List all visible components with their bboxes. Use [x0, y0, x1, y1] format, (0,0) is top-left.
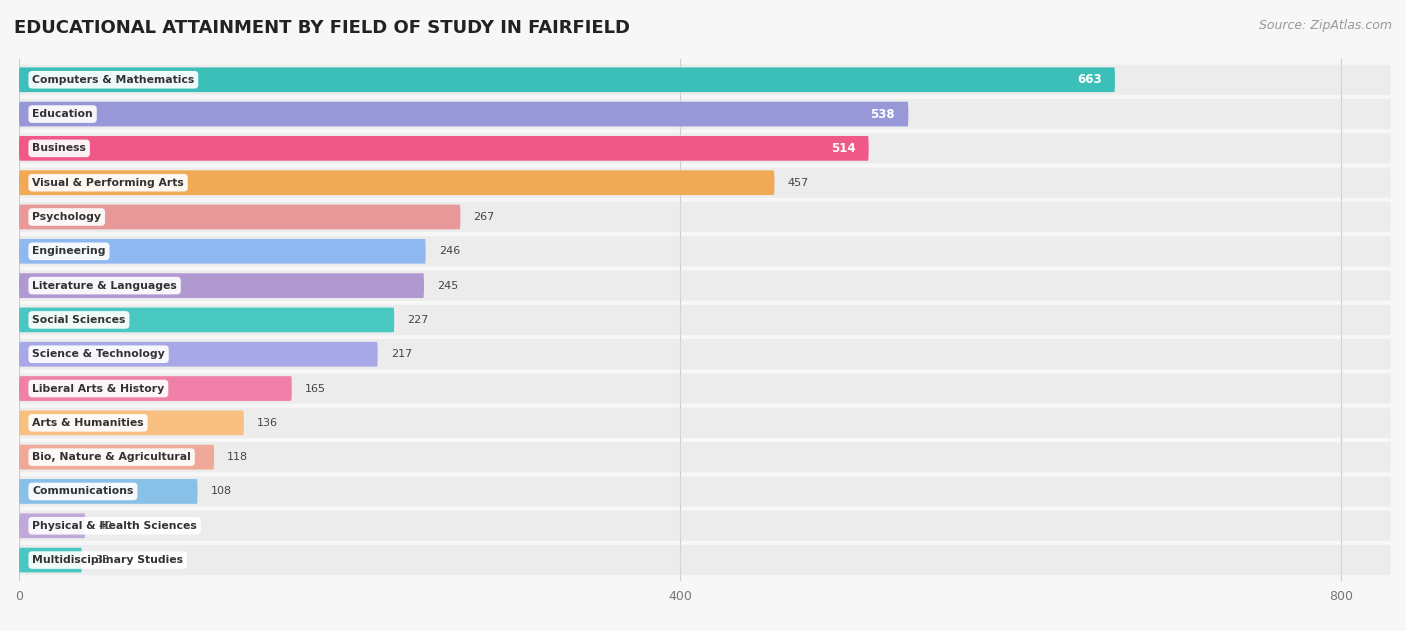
FancyBboxPatch shape [20, 273, 425, 298]
FancyBboxPatch shape [20, 339, 1391, 369]
FancyBboxPatch shape [20, 408, 1391, 438]
Text: 246: 246 [439, 246, 460, 256]
FancyBboxPatch shape [20, 510, 1391, 541]
FancyBboxPatch shape [20, 374, 1391, 404]
FancyBboxPatch shape [20, 168, 1391, 198]
FancyBboxPatch shape [20, 202, 1391, 232]
FancyBboxPatch shape [20, 548, 82, 572]
Text: 40: 40 [98, 521, 112, 531]
FancyBboxPatch shape [20, 99, 1391, 129]
Text: 538: 538 [870, 107, 896, 121]
Text: 136: 136 [257, 418, 278, 428]
Text: Science & Technology: Science & Technology [32, 349, 165, 359]
Text: Education: Education [32, 109, 93, 119]
Text: 457: 457 [787, 178, 808, 187]
FancyBboxPatch shape [20, 271, 1391, 301]
Text: Communications: Communications [32, 487, 134, 497]
Text: Business: Business [32, 143, 86, 153]
FancyBboxPatch shape [20, 476, 1391, 507]
FancyBboxPatch shape [20, 411, 243, 435]
Text: 165: 165 [305, 384, 326, 394]
FancyBboxPatch shape [20, 342, 378, 367]
Text: Bio, Nature & Agricultural: Bio, Nature & Agricultural [32, 452, 191, 462]
FancyBboxPatch shape [20, 136, 869, 161]
Text: Psychology: Psychology [32, 212, 101, 222]
Text: EDUCATIONAL ATTAINMENT BY FIELD OF STUDY IN FAIRFIELD: EDUCATIONAL ATTAINMENT BY FIELD OF STUDY… [14, 19, 630, 37]
FancyBboxPatch shape [20, 170, 775, 195]
Text: Physical & Health Sciences: Physical & Health Sciences [32, 521, 197, 531]
FancyBboxPatch shape [20, 514, 86, 538]
Text: 118: 118 [228, 452, 249, 462]
FancyBboxPatch shape [20, 479, 197, 504]
Text: Source: ZipAtlas.com: Source: ZipAtlas.com [1258, 19, 1392, 32]
FancyBboxPatch shape [20, 68, 1115, 92]
Text: 108: 108 [211, 487, 232, 497]
Text: 227: 227 [408, 315, 429, 325]
Text: 514: 514 [831, 142, 855, 155]
FancyBboxPatch shape [20, 445, 214, 469]
Text: Visual & Performing Arts: Visual & Performing Arts [32, 178, 184, 187]
Text: Literature & Languages: Literature & Languages [32, 281, 177, 291]
FancyBboxPatch shape [20, 204, 460, 229]
FancyBboxPatch shape [20, 305, 1391, 335]
Text: Engineering: Engineering [32, 246, 105, 256]
FancyBboxPatch shape [20, 376, 292, 401]
FancyBboxPatch shape [20, 236, 1391, 266]
Text: 663: 663 [1077, 73, 1102, 86]
FancyBboxPatch shape [20, 545, 1391, 575]
Text: 267: 267 [474, 212, 495, 222]
Text: 38: 38 [96, 555, 110, 565]
FancyBboxPatch shape [20, 307, 394, 333]
Text: 245: 245 [437, 281, 458, 291]
Text: Multidisciplinary Studies: Multidisciplinary Studies [32, 555, 183, 565]
FancyBboxPatch shape [20, 239, 426, 264]
Text: 217: 217 [391, 349, 412, 359]
FancyBboxPatch shape [20, 133, 1391, 163]
Text: Liberal Arts & History: Liberal Arts & History [32, 384, 165, 394]
FancyBboxPatch shape [20, 442, 1391, 472]
FancyBboxPatch shape [20, 102, 908, 126]
Text: Computers & Mathematics: Computers & Mathematics [32, 74, 194, 85]
Text: Arts & Humanities: Arts & Humanities [32, 418, 143, 428]
Text: Social Sciences: Social Sciences [32, 315, 125, 325]
FancyBboxPatch shape [20, 64, 1391, 95]
